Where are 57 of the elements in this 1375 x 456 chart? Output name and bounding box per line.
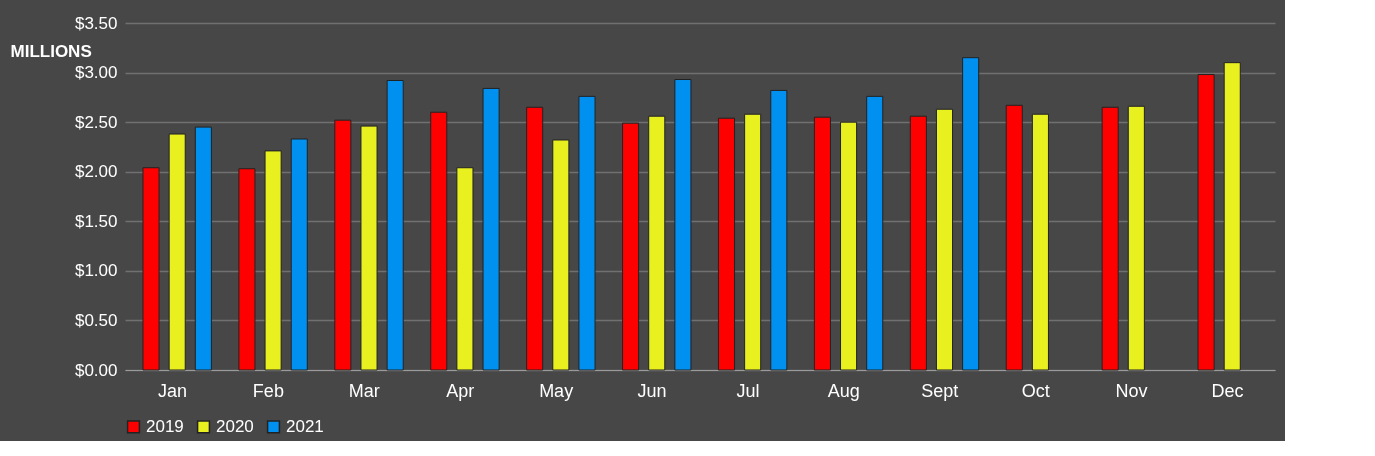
x-tick-label: Aug — [827, 380, 860, 401]
y-axis-title: MILLIONS — [10, 41, 92, 61]
bar — [168, 133, 186, 371]
x-tick-label: Jul — [736, 380, 760, 401]
bar — [526, 106, 544, 371]
x-tick-label: Nov — [1115, 380, 1148, 401]
x-tick-label: Apr — [446, 380, 475, 401]
bar — [1223, 62, 1241, 371]
bar — [290, 138, 308, 371]
bar — [1031, 113, 1049, 371]
y-tick-label: $1.50 — [74, 211, 118, 231]
bar — [674, 79, 692, 371]
bar — [744, 113, 762, 371]
x-tick-label: Dec — [1211, 380, 1244, 401]
legend-label: 2021 — [286, 416, 324, 436]
x-tick-label: Sept — [921, 380, 959, 401]
bar — [552, 139, 570, 371]
bar — [456, 167, 474, 371]
y-tick-label: $1.00 — [74, 261, 118, 281]
legend-label: 2019 — [146, 416, 184, 436]
bar — [648, 115, 666, 371]
bar — [962, 57, 980, 371]
legend-label: 2020 — [216, 416, 254, 436]
bar — [935, 108, 954, 371]
bar — [866, 95, 884, 371]
y-tick-label: $2.00 — [74, 162, 118, 182]
x-tick-label: Jun — [637, 380, 667, 401]
bar — [1127, 105, 1145, 371]
bar — [360, 125, 378, 371]
y-tick-label: $3.00 — [74, 63, 118, 83]
bar — [840, 121, 858, 371]
bar — [430, 111, 448, 371]
y-tick-label: $3.50 — [74, 13, 118, 33]
bar — [1101, 106, 1119, 371]
bar — [194, 126, 212, 371]
bar — [813, 116, 831, 371]
bar — [334, 119, 352, 371]
bar — [770, 89, 788, 371]
bar — [482, 87, 500, 371]
bar — [1197, 74, 1215, 371]
bar — [264, 150, 282, 371]
x-tick-label: Feb — [252, 380, 284, 401]
x-tick-label: Jan — [157, 380, 187, 401]
bar — [142, 167, 160, 371]
bar — [909, 115, 927, 371]
x-tick-label: May — [539, 380, 574, 401]
x-tick-label: Mar — [348, 380, 380, 401]
bar — [622, 122, 640, 371]
bar — [1005, 104, 1023, 371]
y-tick-label: $0.00 — [74, 360, 118, 380]
bar — [238, 168, 256, 371]
y-tick-label: $0.50 — [74, 310, 118, 330]
y-tick-label: $2.50 — [74, 112, 118, 132]
bar — [717, 117, 736, 371]
bar — [386, 80, 404, 371]
bar — [578, 95, 596, 371]
x-tick-label: Oct — [1021, 380, 1050, 401]
